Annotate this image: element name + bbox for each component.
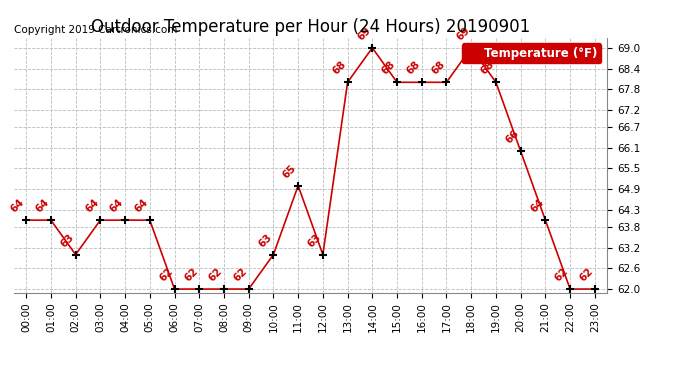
- Text: 64: 64: [132, 197, 150, 214]
- Text: 68: 68: [429, 59, 447, 77]
- Text: 62: 62: [232, 266, 249, 284]
- Text: 62: 62: [182, 266, 199, 284]
- Text: 69: 69: [454, 25, 471, 42]
- Text: 65: 65: [281, 163, 299, 180]
- Text: Copyright 2019 Cartronics.com: Copyright 2019 Cartronics.com: [14, 25, 177, 35]
- Text: 64: 64: [529, 197, 546, 214]
- Text: 64: 64: [108, 197, 126, 214]
- Text: 68: 68: [405, 59, 422, 77]
- Text: 62: 62: [553, 266, 571, 284]
- Text: 68: 68: [479, 59, 496, 77]
- Text: 62: 62: [207, 266, 224, 284]
- Text: 68: 68: [380, 59, 397, 77]
- Legend: Temperature (°F): Temperature (°F): [462, 44, 601, 63]
- Text: 64: 64: [34, 197, 51, 214]
- Text: 63: 63: [59, 232, 76, 249]
- Text: 63: 63: [306, 232, 323, 249]
- Text: 63: 63: [257, 232, 274, 249]
- Text: 68: 68: [331, 59, 348, 77]
- Text: 66: 66: [504, 128, 521, 146]
- Text: 62: 62: [578, 266, 595, 284]
- Text: 64: 64: [83, 197, 101, 214]
- Text: 64: 64: [9, 197, 26, 214]
- Title: Outdoor Temperature per Hour (24 Hours) 20190901: Outdoor Temperature per Hour (24 Hours) …: [91, 18, 530, 36]
- Text: 62: 62: [157, 266, 175, 284]
- Text: 69: 69: [355, 25, 373, 42]
